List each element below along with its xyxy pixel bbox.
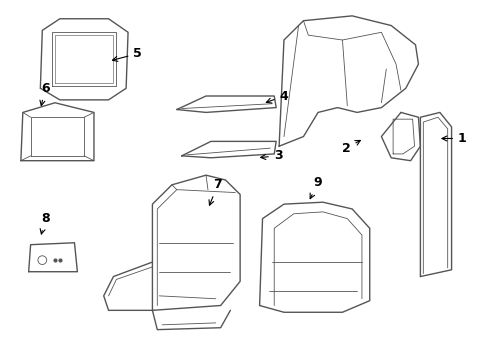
Text: 4: 4 bbox=[267, 90, 288, 103]
Text: 3: 3 bbox=[261, 149, 282, 162]
Text: 8: 8 bbox=[40, 212, 49, 234]
Text: 1: 1 bbox=[442, 132, 466, 145]
Text: 7: 7 bbox=[209, 178, 222, 205]
Text: 6: 6 bbox=[40, 82, 49, 105]
Text: 2: 2 bbox=[342, 140, 360, 155]
Text: 5: 5 bbox=[113, 47, 142, 61]
Text: 9: 9 bbox=[310, 176, 322, 199]
